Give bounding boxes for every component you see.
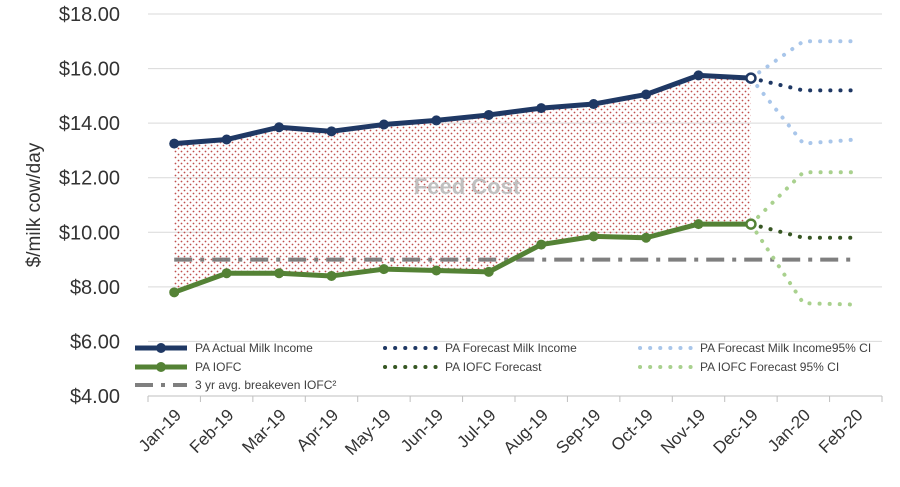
milk-income-point bbox=[431, 115, 442, 126]
legend-item: PA Forecast Milk Income bbox=[383, 341, 577, 355]
y-tick-label: $14.00 bbox=[59, 113, 120, 135]
iofc-forecast-line bbox=[748, 222, 858, 240]
legend-label: PA IOFC bbox=[195, 360, 242, 374]
iofc-point bbox=[693, 219, 704, 230]
iofc-ci-lower-line bbox=[748, 222, 858, 307]
y-tick-label: $16.00 bbox=[59, 59, 120, 81]
milk-income-point bbox=[169, 138, 180, 149]
iofc-point bbox=[221, 268, 232, 279]
iofc-point bbox=[431, 265, 442, 276]
legend-item: PA Actual Milk Income bbox=[135, 341, 313, 355]
feed-cost-area bbox=[174, 75, 751, 293]
milk-income-line bbox=[174, 72, 752, 147]
legend-marker bbox=[156, 362, 166, 372]
milk-income-point bbox=[221, 134, 232, 145]
legend-item: 3 yr avg. breakeven IOFC² bbox=[135, 378, 336, 392]
y-tick-label: $4.00 bbox=[70, 386, 120, 408]
milk-income-point bbox=[274, 122, 285, 133]
iofc-point bbox=[588, 231, 599, 242]
feed-cost-fill bbox=[174, 75, 751, 293]
legend: PA Actual Milk Income PA Forecast Milk In… bbox=[135, 341, 871, 392]
iofc-point bbox=[274, 268, 285, 279]
iofc-point bbox=[326, 270, 337, 281]
milk-income-point bbox=[745, 72, 757, 84]
y-tick-label: $8.00 bbox=[70, 277, 120, 299]
iofc-point bbox=[378, 264, 389, 275]
feed-cost-annotation: Feed Cost bbox=[414, 174, 521, 199]
iofc-point bbox=[169, 287, 180, 298]
y-tick-label: $18.00 bbox=[59, 4, 120, 26]
legend-label: PA Forecast Milk Income95% CI bbox=[700, 341, 871, 355]
milk-income-point bbox=[483, 109, 494, 120]
iofc-point bbox=[483, 266, 494, 277]
legend-label: PA Actual Milk Income bbox=[195, 341, 313, 355]
iofc-point bbox=[641, 232, 652, 243]
y-axis-ticks: $4.00 $6.00 $8.00 $10.00 $12.00 $14.00 $16.00 $… bbox=[59, 4, 120, 408]
legend-label: PA IOFC Forecast 95% CI bbox=[700, 360, 839, 374]
legend-label: PA IOFC Forecast bbox=[445, 360, 542, 374]
milk-income-point bbox=[378, 119, 389, 130]
legend-item: PA Forecast Milk Income95% CI bbox=[638, 341, 871, 355]
iofc-point bbox=[745, 218, 757, 230]
legend-label: PA Forecast Milk Income bbox=[445, 341, 577, 355]
legend-label: 3 yr avg. breakeven IOFC² bbox=[195, 378, 336, 392]
y-tick-label: $6.00 bbox=[70, 331, 120, 353]
y-tick-label: $12.00 bbox=[59, 168, 120, 190]
series-layer bbox=[169, 39, 858, 307]
iofc-line bbox=[173, 221, 751, 295]
milk-income-point bbox=[641, 89, 652, 100]
milk-ci-upper-line bbox=[748, 39, 858, 81]
y-tick-label: $10.00 bbox=[59, 222, 120, 244]
y-axis-label: $/milk cow/day bbox=[24, 142, 45, 267]
milk-income-point bbox=[326, 126, 337, 137]
legend-marker bbox=[156, 343, 166, 353]
milk-income-point bbox=[693, 70, 704, 81]
legend-item: PA IOFC Forecast bbox=[383, 360, 542, 374]
legend-item: PA IOFC Forecast 95% CI bbox=[638, 360, 839, 374]
legend-item: PA IOFC bbox=[135, 360, 242, 374]
milk-income-point bbox=[588, 99, 599, 110]
iofc-point bbox=[536, 239, 547, 250]
milk-income-point bbox=[536, 103, 547, 114]
